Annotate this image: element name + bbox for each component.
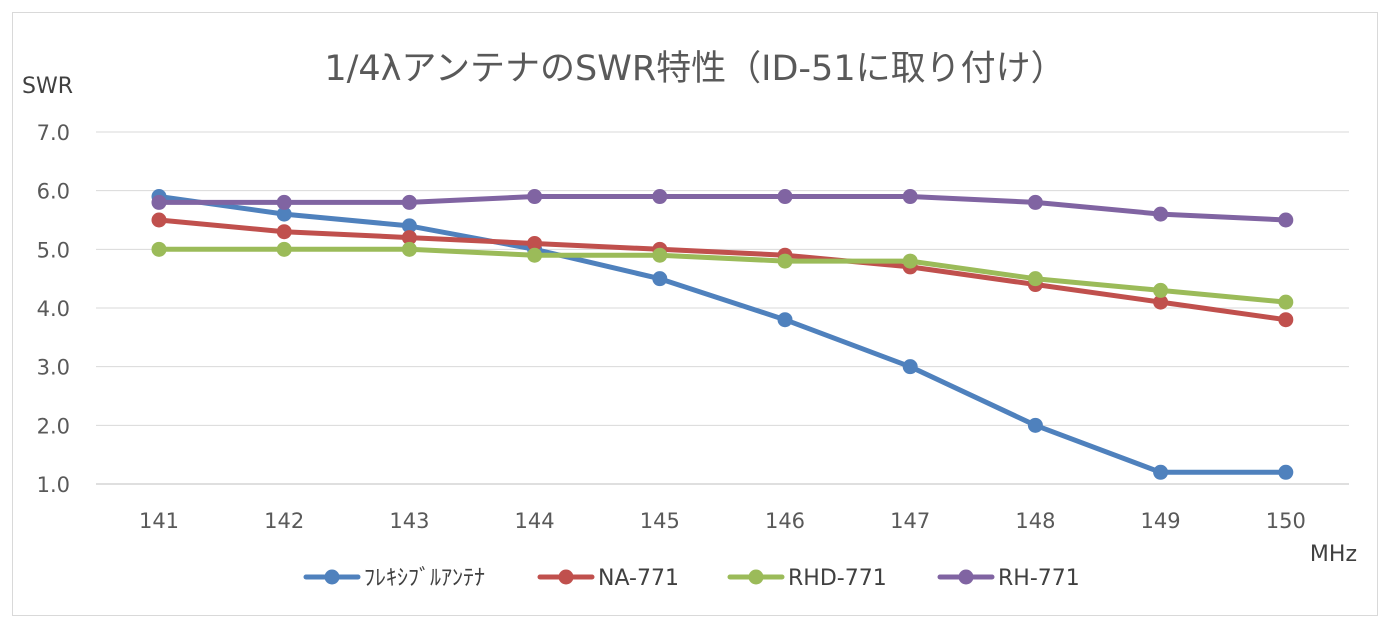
y-tick-label: 4.0 <box>37 297 70 321</box>
x-tick-label: 150 <box>1266 509 1306 533</box>
data-point <box>1278 464 1294 480</box>
data-point <box>527 247 543 263</box>
data-point <box>1027 271 1043 287</box>
data-point <box>276 241 292 257</box>
data-point <box>777 189 793 205</box>
data-point <box>1153 294 1169 310</box>
series-line <box>156 194 1289 475</box>
data-point <box>1278 294 1294 310</box>
legend-item: RH-771 <box>937 566 1080 591</box>
legend-item: NA-771 <box>537 566 679 591</box>
series-line <box>156 246 1289 305</box>
data-point <box>902 253 918 269</box>
x-tick-label: 144 <box>515 509 555 533</box>
x-tick-labels: 141 142 143 144 145 146 147 148 149 150 <box>139 509 1306 533</box>
data-point <box>777 253 793 269</box>
data-point <box>527 235 543 251</box>
y-axis-label: SWR <box>22 74 73 99</box>
data-point <box>1278 312 1294 328</box>
data-point <box>652 247 668 263</box>
legend-label: RHD-771 <box>788 566 887 591</box>
series-lines <box>151 189 1294 480</box>
chart-title: 1/4λアンテナのSWR特性（ID-51に取り付け） <box>324 49 1065 89</box>
data-point <box>401 218 417 234</box>
data-point <box>1153 464 1169 480</box>
data-point <box>777 312 793 328</box>
data-point <box>276 224 292 240</box>
y-tick-label: 5.0 <box>37 238 70 262</box>
data-point <box>902 359 918 375</box>
x-tick-label: 148 <box>1015 509 1055 533</box>
data-point <box>276 194 292 210</box>
x-tick-label: 143 <box>389 509 429 533</box>
data-point <box>151 212 167 228</box>
data-point <box>151 241 167 257</box>
legend-marker <box>748 569 764 585</box>
x-tick-label: 146 <box>765 509 805 533</box>
chart-frame <box>12 12 1378 616</box>
x-tick-label: 141 <box>139 509 179 533</box>
x-tick-label: 142 <box>264 509 304 533</box>
data-point <box>1153 206 1169 222</box>
data-point <box>652 271 668 287</box>
data-point <box>652 189 668 205</box>
x-tick-label: 145 <box>640 509 680 533</box>
data-point <box>151 194 167 210</box>
series-2 <box>151 212 1294 328</box>
data-point <box>1027 194 1043 210</box>
legend-item: RHD-771 <box>727 566 887 591</box>
y-tick-label: 1.0 <box>37 473 70 497</box>
series-3 <box>151 241 1294 310</box>
y-tick-label: 3.0 <box>37 356 70 380</box>
legend-marker <box>558 569 574 585</box>
y-tick-labels: 1.0 2.0 3.0 4.0 5.0 6.0 7.0 <box>37 121 70 497</box>
data-point <box>401 230 417 246</box>
x-tick-label: 147 <box>890 509 930 533</box>
legend-marker <box>958 569 974 585</box>
series-line <box>156 217 1289 323</box>
data-point <box>1027 417 1043 433</box>
x-axis-label: MHz <box>1310 542 1357 567</box>
y-tick-label: 2.0 <box>37 414 70 438</box>
legend-label: RH-771 <box>998 566 1080 591</box>
legend-item: ﾌﾚｷｼﾌﾞﾙｱﾝﾃﾅ <box>303 566 485 591</box>
x-tick-label: 149 <box>1141 509 1181 533</box>
data-point <box>401 241 417 257</box>
data-point <box>276 206 292 222</box>
data-point <box>1278 212 1294 228</box>
legend-label: NA-771 <box>598 566 679 591</box>
legend-label: ﾌﾚｷｼﾌﾞﾙｱﾝﾃﾅ <box>364 566 485 591</box>
data-point <box>527 189 543 205</box>
y-tick-label: 7.0 <box>37 121 70 145</box>
legend: ﾌﾚｷｼﾌﾞﾙｱﾝﾃﾅ NA-771 RHD-771 RH-771 <box>303 566 1080 591</box>
data-point <box>1153 282 1169 298</box>
data-point <box>401 194 417 210</box>
series-4 <box>151 189 1294 228</box>
y-tick-label: 6.0 <box>37 180 70 204</box>
legend-marker <box>324 569 340 585</box>
data-point <box>902 189 918 205</box>
series-line <box>156 194 1289 223</box>
